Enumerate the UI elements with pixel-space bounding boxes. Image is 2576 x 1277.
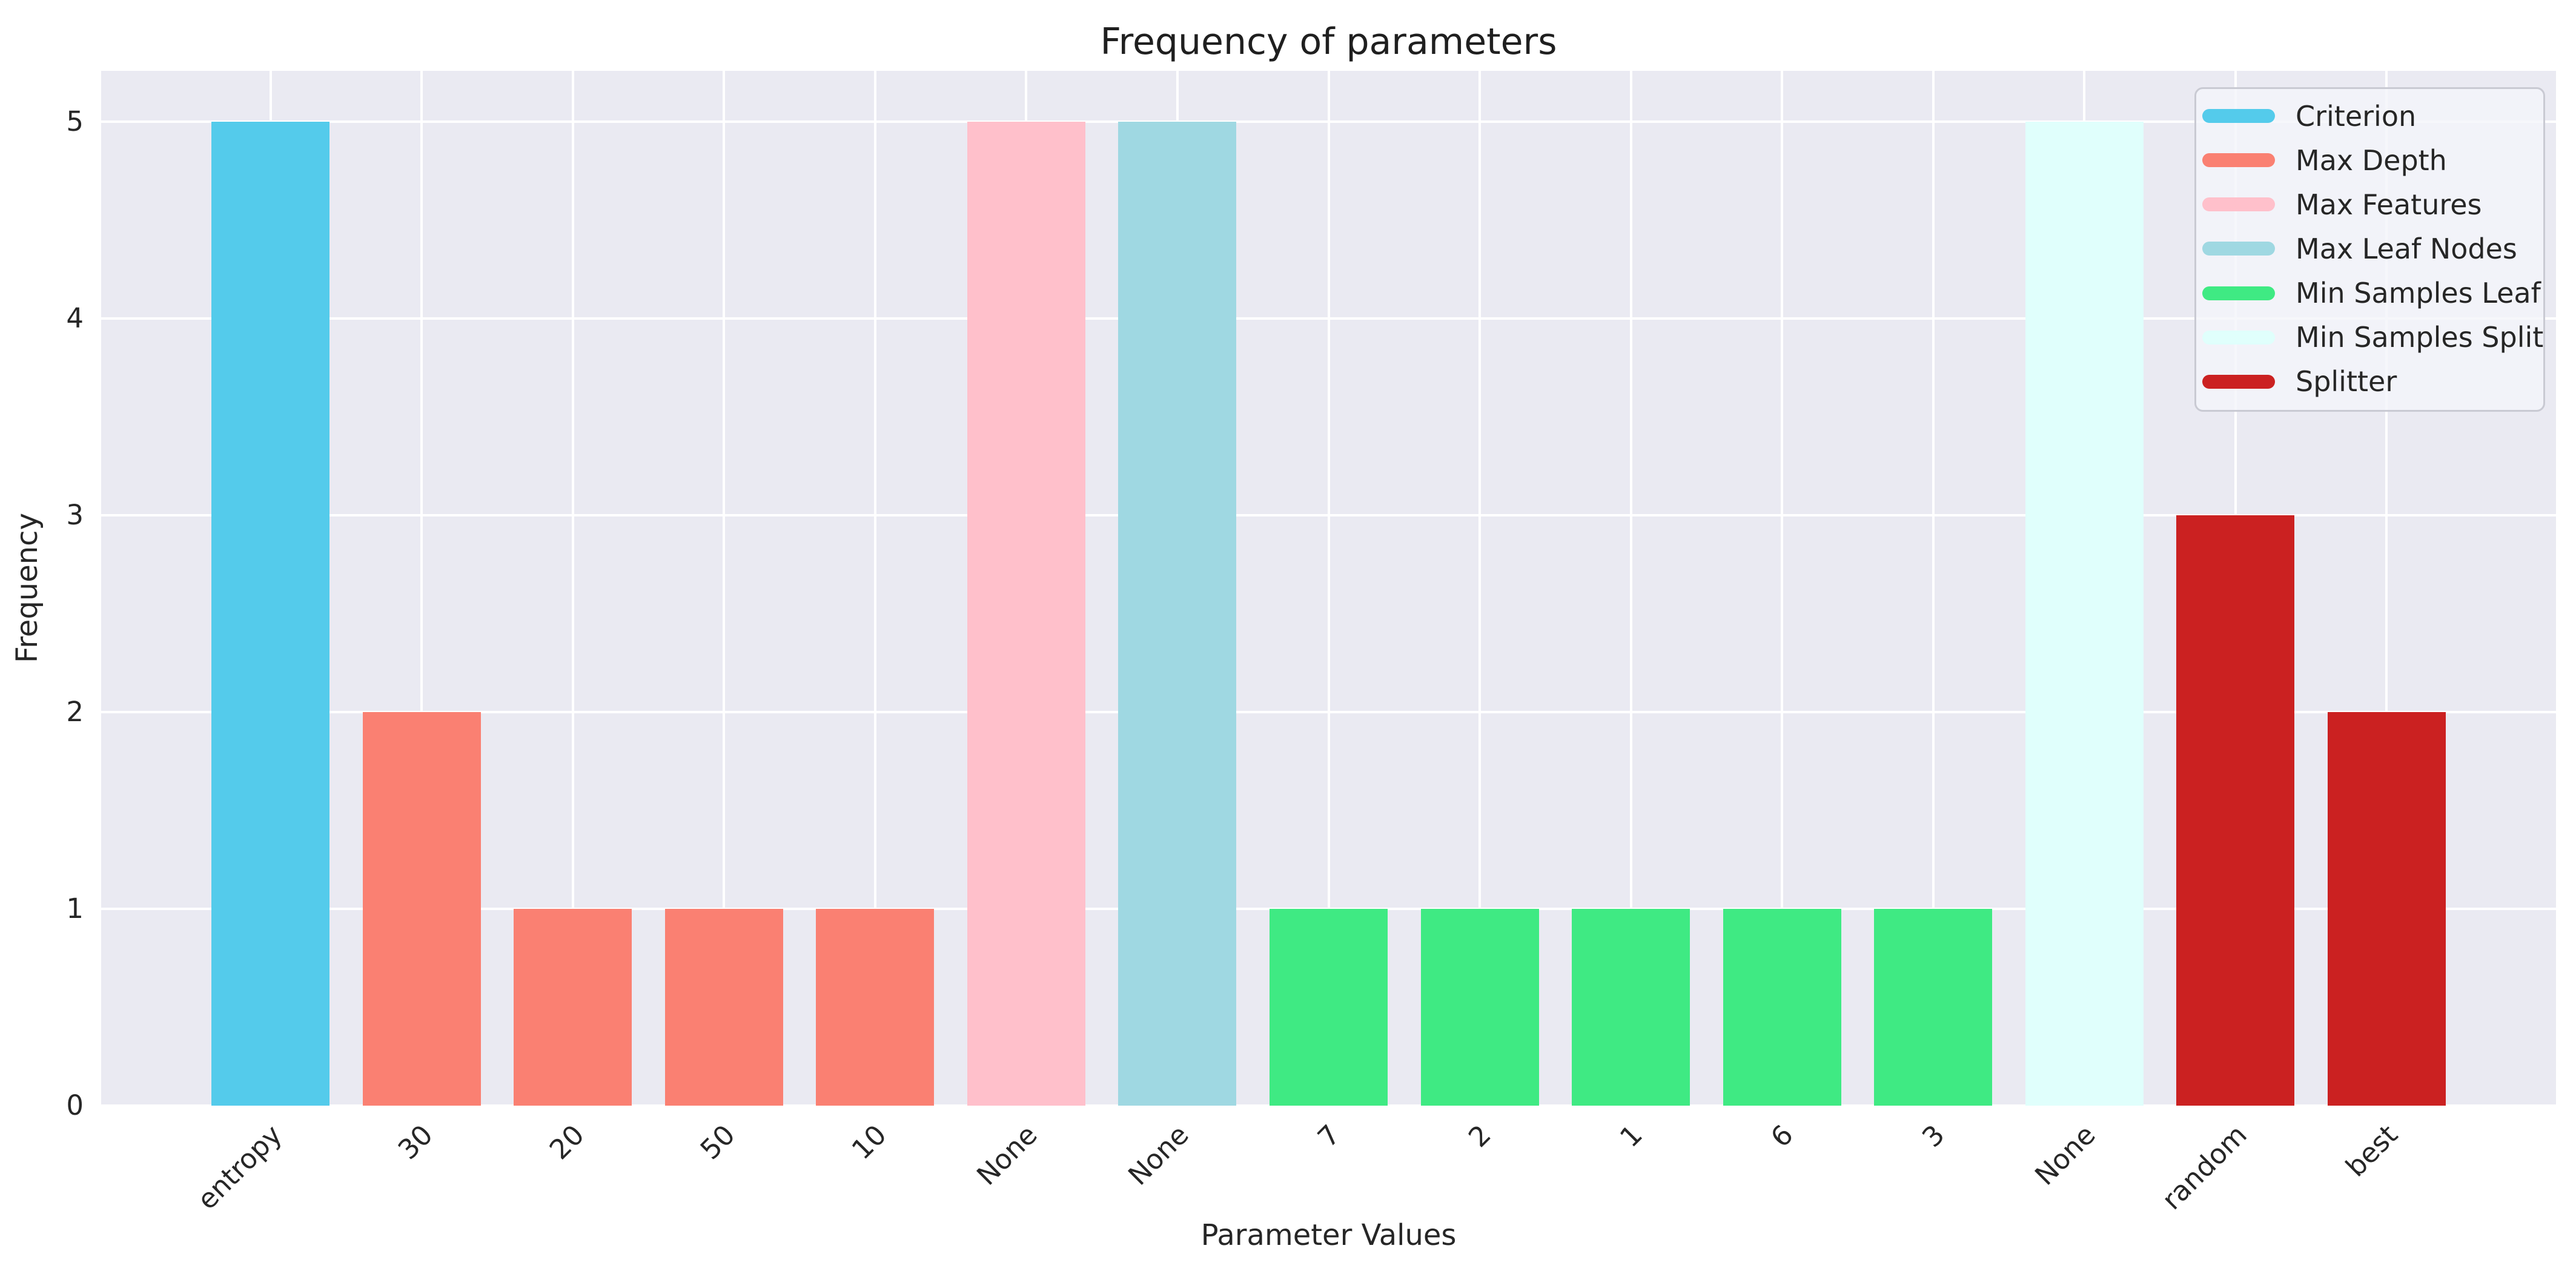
- bar-11-3: [1874, 909, 1993, 1106]
- chart-title: Frequency of parameters: [1100, 21, 1557, 63]
- x-gridline-7: [1327, 71, 1330, 1106]
- legend-label-criterion: Criterion: [2296, 99, 2417, 133]
- bar-2-20: [514, 909, 632, 1106]
- x-gridline-3: [723, 71, 726, 1106]
- legend-item-min-samples-split: Min Samples Split: [2196, 316, 2543, 358]
- bar-4-10: [816, 909, 935, 1106]
- legend-swatch-min-samples-split: [2202, 330, 2275, 345]
- legend-item-min-samples-leaf: Min Samples Leaf: [2196, 272, 2543, 314]
- legend-label-min-samples-leaf: Min Samples Leaf: [2296, 277, 2541, 310]
- bar-13-random: [2176, 515, 2295, 1106]
- legend-label-splitter: Splitter: [2296, 365, 2397, 398]
- plot-area: [101, 71, 2556, 1106]
- legend-swatch-max-depth: [2202, 153, 2275, 168]
- y-tick-label-1: 1: [66, 893, 84, 925]
- x-gridline-11: [1932, 71, 1935, 1106]
- legend-item-max-depth: Max Depth: [2196, 139, 2543, 182]
- y-tick-label-2: 2: [66, 696, 84, 728]
- bar-9-1: [1572, 909, 1690, 1106]
- bar-5-none: [967, 122, 1085, 1106]
- bar-6-none: [1118, 122, 1237, 1106]
- legend-swatch-max-features: [2202, 197, 2275, 212]
- legend-label-max-features: Max Features: [2296, 188, 2482, 221]
- y-tick-label-3: 3: [66, 499, 84, 531]
- legend-swatch-max-leaf-nodes: [2202, 242, 2275, 256]
- legend: Criterion Max Depth Max Features Max Leaf N…: [2194, 87, 2545, 412]
- legend-item-max-leaf-nodes: Max Leaf Nodes: [2196, 228, 2543, 270]
- legend-label-max-leaf-nodes: Max Leaf Nodes: [2296, 232, 2517, 265]
- x-gridline-14: [2385, 71, 2388, 1106]
- y-tick-label-4: 4: [66, 302, 84, 334]
- bar-14-best: [2327, 712, 2446, 1106]
- x-axis-label: Parameter Values: [1200, 1218, 1457, 1252]
- bar-8-2: [1420, 909, 1539, 1106]
- bar-10-6: [1723, 909, 1841, 1106]
- legend-swatch-splitter: [2202, 374, 2275, 389]
- legend-swatch-criterion: [2202, 109, 2275, 124]
- x-gridline-9: [1629, 71, 1632, 1106]
- legend-label-min-samples-split: Min Samples Split: [2296, 321, 2544, 354]
- legend-item-splitter: Splitter: [2196, 360, 2543, 403]
- legend-item-criterion: Criterion: [2196, 95, 2543, 137]
- bar-1-30: [362, 712, 481, 1106]
- y-tick-label-5: 5: [66, 105, 84, 137]
- x-gridline-10: [1781, 71, 1784, 1106]
- x-tick-label-0-entropy: entropy: [190, 1118, 288, 1216]
- legend-swatch-min-samples-leaf: [2202, 286, 2275, 300]
- bar-3-50: [664, 909, 783, 1106]
- bar-12-none: [2025, 122, 2144, 1106]
- x-gridline-4: [873, 71, 876, 1106]
- legend-item-max-features: Max Features: [2196, 183, 2543, 226]
- bar-7-7: [1270, 909, 1388, 1106]
- bar-0-entropy: [211, 122, 330, 1106]
- legend-label-max-depth: Max Depth: [2296, 144, 2447, 177]
- x-gridline-8: [1478, 71, 1482, 1106]
- x-gridline-1: [420, 71, 423, 1106]
- y-tick-label-0: 0: [66, 1089, 84, 1121]
- x-gridline-2: [571, 71, 574, 1106]
